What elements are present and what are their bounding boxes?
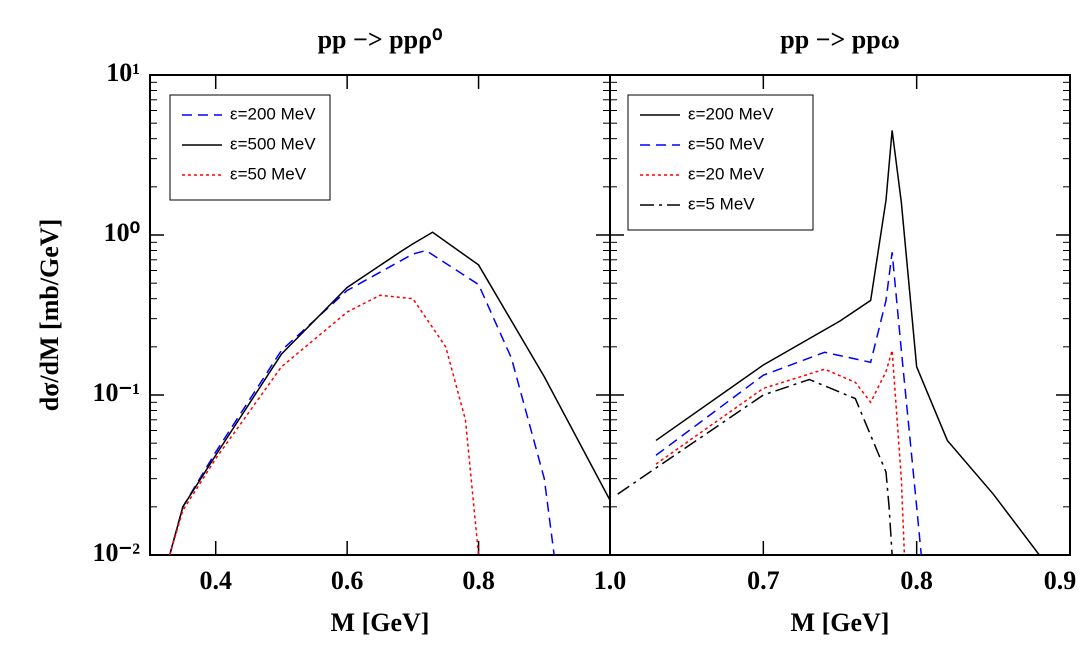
- plot-area: [168, 231, 610, 555]
- legend-label: ε=20 MeV: [688, 164, 765, 183]
- line-series: [168, 294, 480, 555]
- chart-title: pp −> ppω: [780, 25, 899, 54]
- x-axis-label: M [GeV]: [331, 608, 430, 637]
- plot-frame: [609, 74, 1071, 556]
- x-tick-label: 0.6: [331, 566, 364, 595]
- x-tick-label: 0.7: [747, 566, 780, 595]
- y-tick-label: 10⁻²: [92, 538, 140, 567]
- legend-label: ε=200 MeV: [230, 104, 316, 123]
- line-series: [168, 249, 555, 555]
- y-tick-label: 10⁰: [104, 218, 140, 247]
- legend-label: ε=50 MeV: [688, 134, 765, 153]
- y-axis-label: dσ/dM [mb/GeV]: [35, 219, 64, 412]
- line-series: [655, 252, 923, 555]
- line-series: [655, 350, 906, 555]
- y-tick-label: 10⁻¹: [92, 378, 140, 407]
- legend-label: ε=5 MeV: [688, 194, 755, 213]
- plot-area: [617, 130, 1040, 555]
- chart-title: pp −> ppρ⁰: [318, 25, 443, 54]
- line-series: [617, 378, 893, 555]
- legend-box: [627, 94, 814, 231]
- x-axis-label: M [GeV]: [791, 608, 890, 637]
- legend-box: [169, 94, 331, 201]
- x-tick-label: 0.9: [1044, 566, 1077, 595]
- y-tick-label: 10¹: [106, 58, 140, 87]
- legend-label: ε=50 MeV: [230, 164, 307, 183]
- legend-label: ε=500 MeV: [230, 134, 316, 153]
- line-series: [168, 231, 610, 555]
- line-series: [655, 130, 1040, 555]
- x-tick-label: 0.8: [462, 566, 495, 595]
- legend-label: ε=200 MeV: [688, 104, 774, 123]
- x-tick-label: 1.0: [594, 566, 627, 595]
- x-tick-label: 0.8: [900, 566, 933, 595]
- x-tick-label: 0.4: [199, 566, 232, 595]
